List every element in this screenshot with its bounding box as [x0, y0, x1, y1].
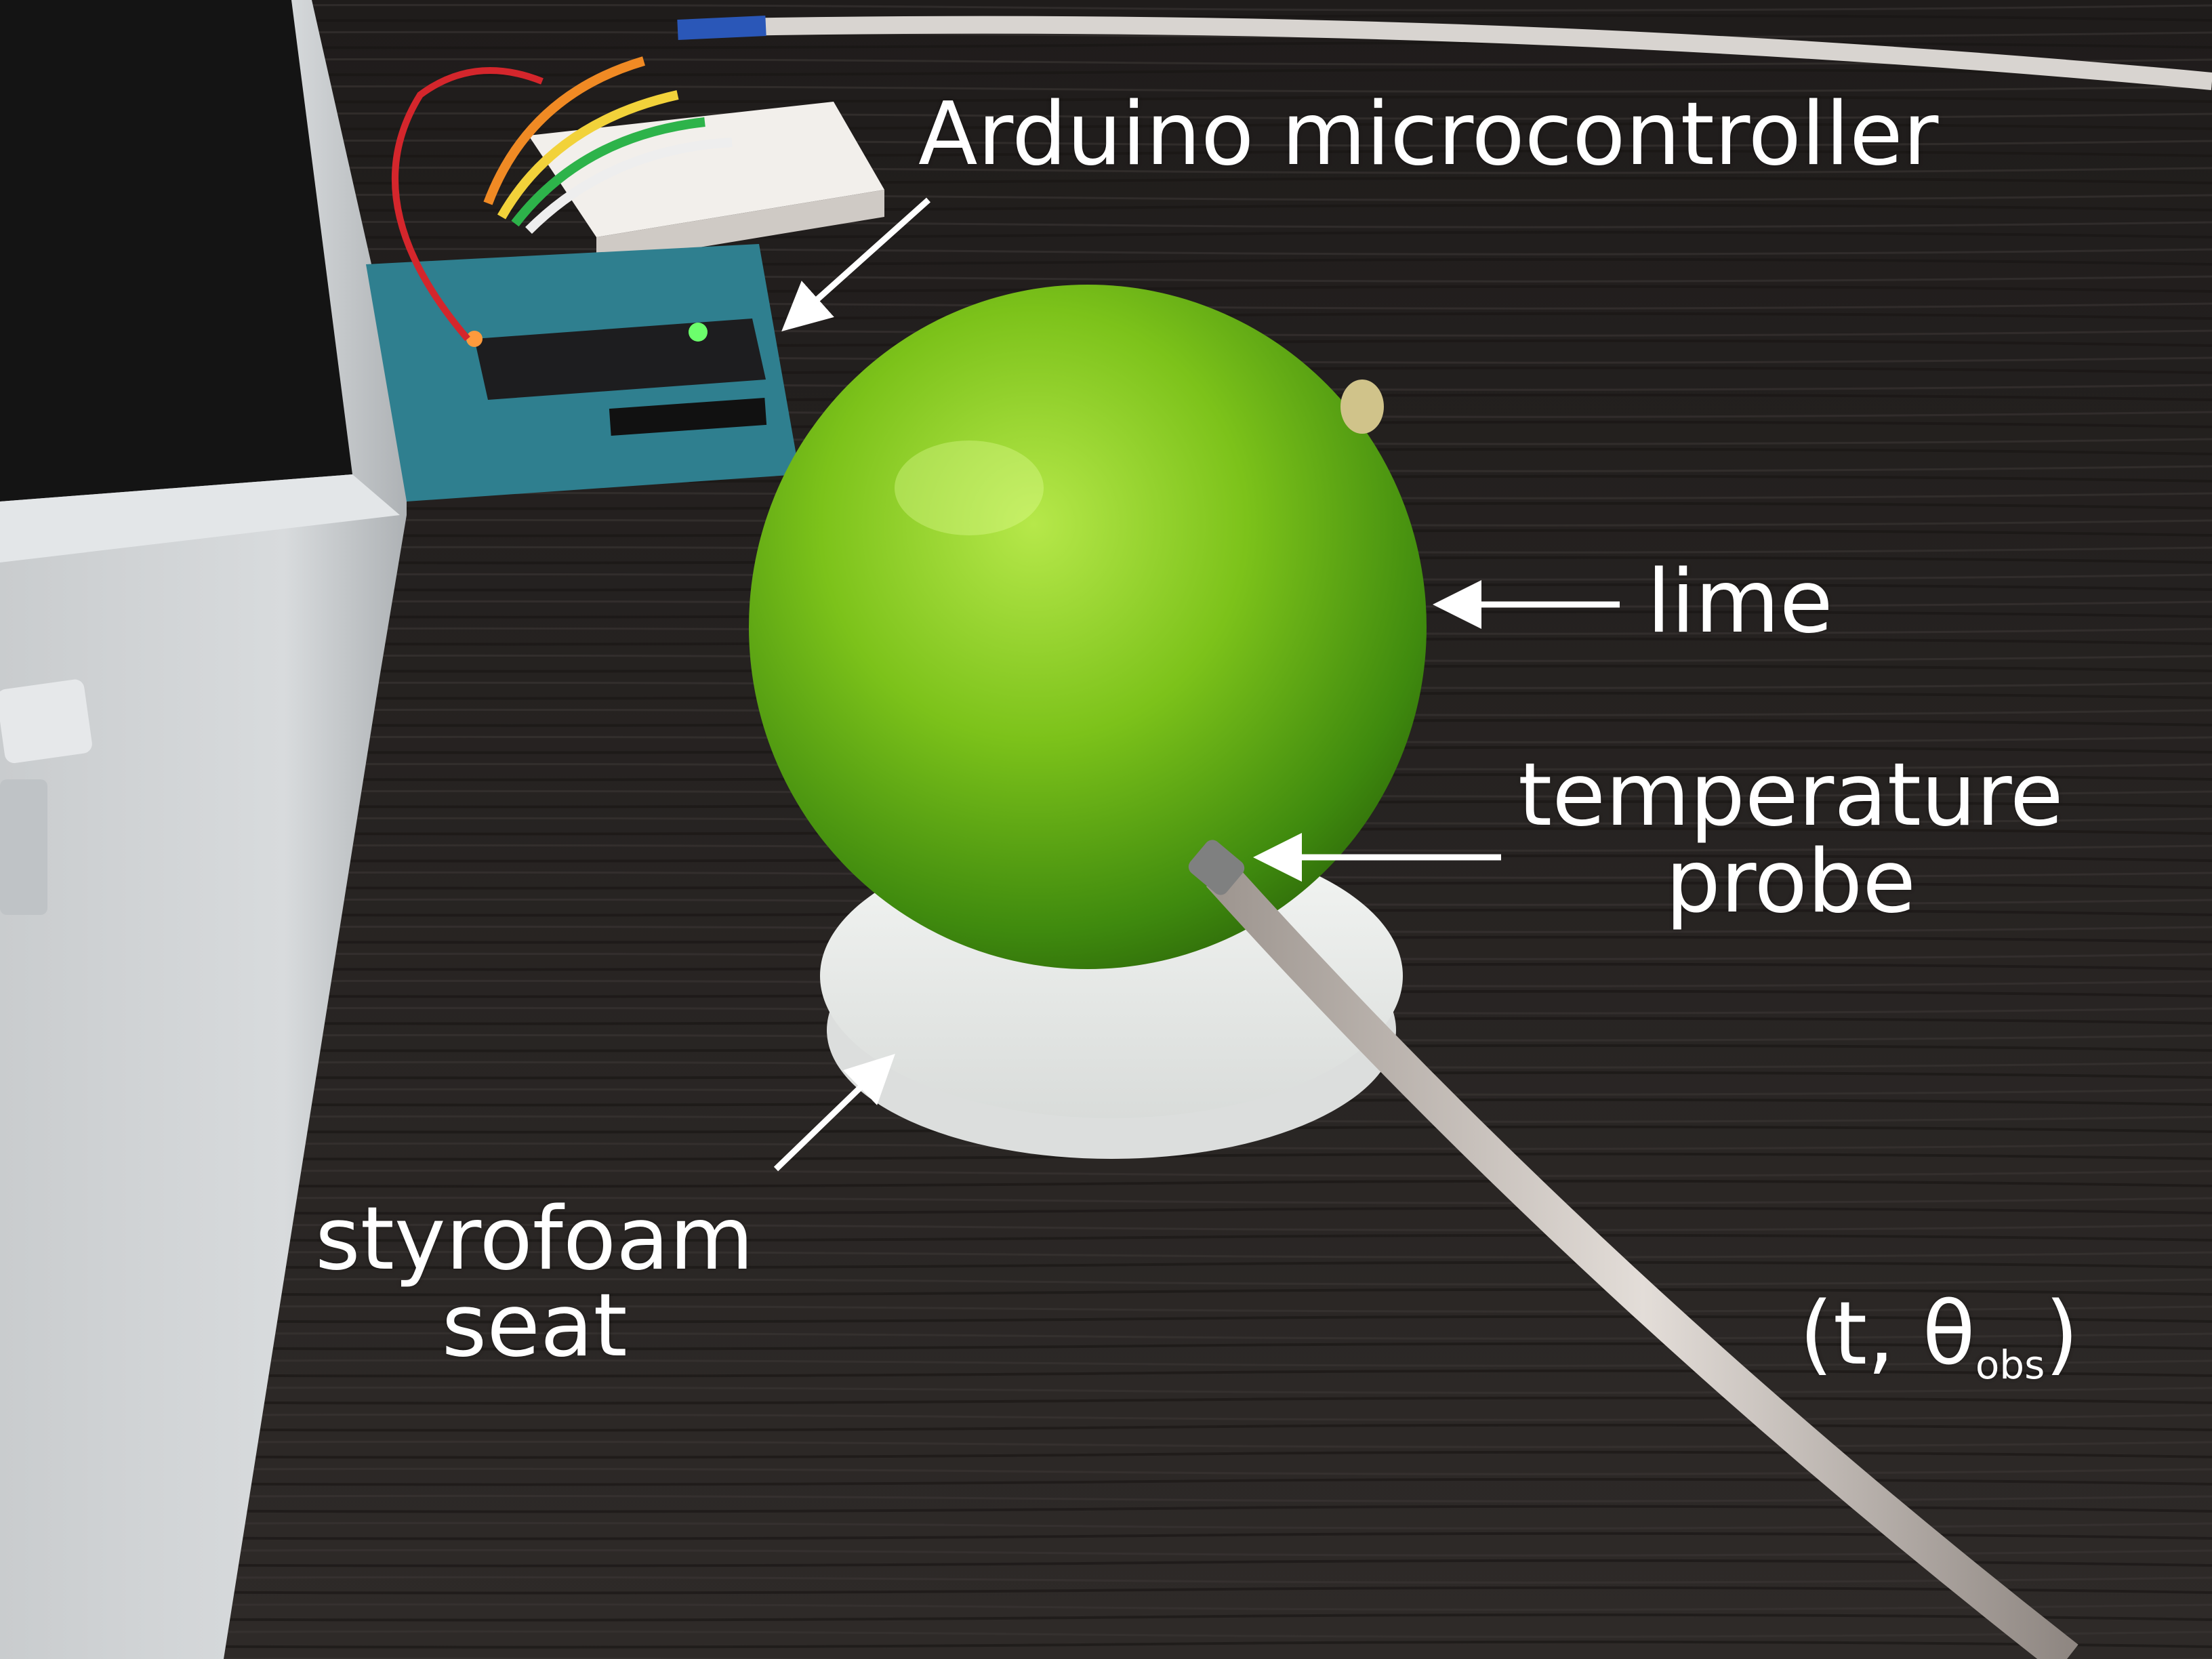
laptop-key [0, 679, 92, 763]
measurement-subscript: obs [1975, 1342, 2045, 1388]
label-styrofoam-seat-line2: seat [441, 1275, 628, 1376]
label-measurement: (t, θobs) [1799, 1291, 2078, 1385]
laptop-screen [0, 0, 352, 501]
label-lime: lime [1647, 552, 1833, 653]
measurement-open: (t, θ [1799, 1284, 1975, 1385]
lime-highlight [895, 441, 1044, 535]
label-temperature-probe-line2: probe [1665, 832, 1916, 933]
arrow-styrofoam [773, 1053, 895, 1172]
label-arduino-microcontroller: Arduino microcontroller [918, 84, 1939, 185]
label-styrofoam-seat-line1: styrofoam [315, 1189, 754, 1290]
lime [749, 285, 1427, 969]
probe-cable [1206, 861, 2078, 1659]
label-styrofoam-seat: styrofoam seat [315, 1196, 754, 1370]
usb-cable [731, 16, 2212, 90]
jumper-wire-orange [483, 56, 645, 205]
laptop-trackpad-edge [0, 779, 47, 915]
laptop-hinge [0, 474, 400, 562]
temperature-probe-tip [1188, 840, 1245, 895]
label-temperature-probe-line1: temperature [1518, 745, 2064, 846]
measurement-close: ) [2045, 1284, 2079, 1385]
breadboard-side [596, 190, 884, 264]
breadboard [529, 102, 884, 237]
arrow-arduino [781, 197, 931, 332]
arduino-header [609, 398, 767, 436]
jumper-wire-red [391, 67, 544, 342]
arduino-led [689, 323, 708, 342]
jumper-wire-green [511, 117, 705, 227]
jumper-wire-white [525, 138, 733, 234]
arduino-led-orange [466, 331, 483, 347]
jumper-wire-yellow [497, 90, 679, 220]
lime-nub [1340, 380, 1384, 434]
label-temperature-probe: temperature probe [1518, 752, 2064, 926]
usb-cable-blue-end [677, 16, 766, 40]
